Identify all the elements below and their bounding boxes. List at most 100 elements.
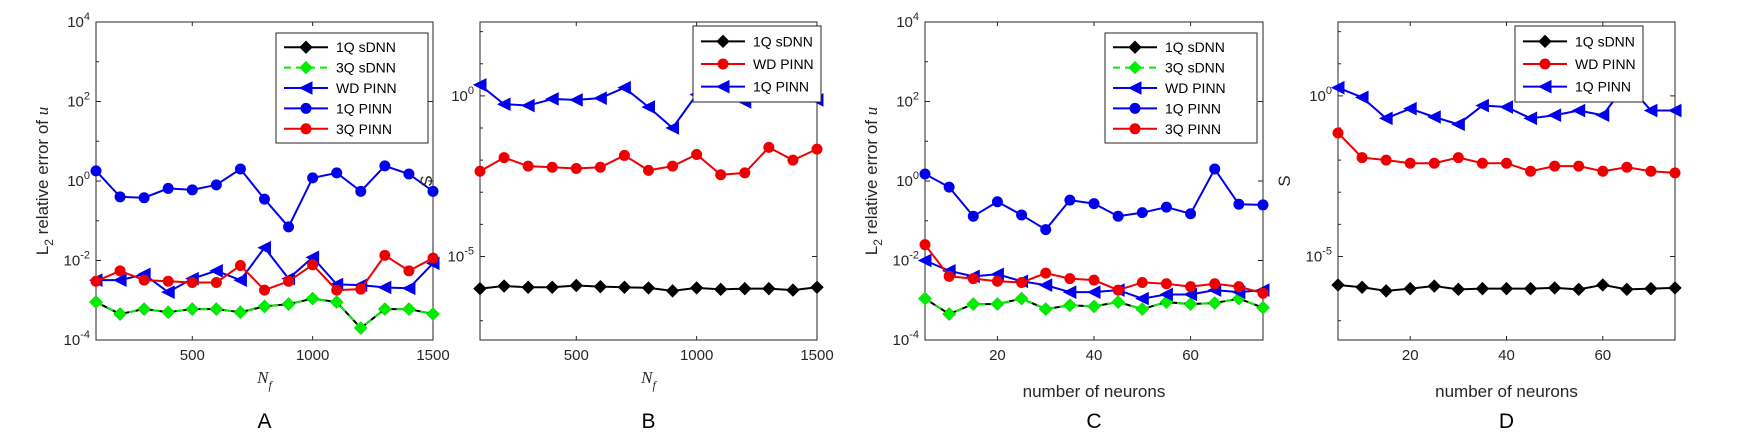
series-1q-pinn (919, 163, 1269, 236)
data-point (641, 281, 656, 295)
y-tick-label: 100 (896, 170, 919, 190)
series-1q-pinn (90, 160, 439, 233)
data-point (1573, 160, 1585, 172)
legend-swatch-marker (1537, 79, 1552, 94)
data-point (210, 179, 222, 191)
data-point (1621, 161, 1633, 173)
data-point (1571, 103, 1586, 118)
data-point (283, 275, 295, 287)
data-point (1185, 281, 1197, 293)
data-point (919, 168, 931, 180)
data-point (1525, 165, 1537, 177)
data-point (665, 284, 680, 298)
legend-swatch-marker (715, 79, 730, 94)
legend-swatch-marker (1128, 40, 1142, 54)
data-point (593, 91, 607, 105)
legend-swatch-marker (1129, 123, 1141, 135)
data-point (283, 221, 295, 233)
x-tick-label: 500 (564, 347, 589, 364)
y-tick-label: 102 (896, 91, 919, 111)
data-point (259, 193, 270, 205)
data-point (1088, 274, 1100, 286)
data-point (354, 321, 368, 335)
data-point (1040, 224, 1052, 236)
data-point (1645, 165, 1657, 177)
data-point (739, 167, 751, 179)
data-point (787, 154, 799, 166)
series-1q-sdnn (473, 278, 824, 298)
chart-panel-b: 500 1000 1500 10-5 100 S Nf B 1Q sDNN WD PINN 1Q P… (417, 21, 834, 433)
data-point (522, 160, 534, 172)
data-point (473, 281, 487, 296)
series-3q-sdnn (918, 291, 1270, 321)
series-1q-sdnn (1331, 278, 1682, 298)
legend-entry-label: WD PINN (753, 56, 814, 72)
data-point (426, 307, 440, 321)
data-point (1427, 110, 1441, 124)
legend-entry-label: 1Q PINN (1165, 100, 1221, 116)
x-tick-label: 1500 (416, 347, 449, 364)
legend-entry-label: WD PINN (1165, 80, 1226, 96)
data-point (1523, 281, 1538, 296)
data-point (1595, 108, 1610, 123)
data-point (1523, 111, 1538, 126)
data-point (715, 169, 727, 181)
data-point (209, 264, 223, 278)
y-axis-label: S (417, 175, 436, 186)
y-tick-label: 10-4 (64, 329, 90, 349)
legend-swatch-marker (1129, 102, 1141, 114)
legend: 1Q sDNN 3Q sDNN WD PINN 1Q PINN 3Q PINN (275, 32, 429, 144)
data-point (1112, 210, 1124, 222)
data-point (355, 283, 367, 295)
data-point (474, 165, 486, 177)
x-tick-label: 1000 (296, 347, 329, 364)
data-point (991, 196, 1003, 208)
data-point (401, 281, 416, 296)
legend-entry-label: 1Q sDNN (336, 39, 396, 55)
x-tick-label: 1000 (680, 347, 713, 364)
data-point (472, 78, 487, 92)
legend-entry-label: 1Q PINN (336, 100, 392, 116)
data-point (1643, 103, 1658, 118)
data-point (967, 210, 979, 222)
data-point (497, 279, 511, 293)
data-point (496, 97, 511, 112)
x-axis-label: Nf (640, 368, 657, 392)
data-point (234, 163, 246, 175)
data-point (569, 93, 583, 107)
data-point (1135, 302, 1149, 316)
data-point (1475, 281, 1490, 296)
data-point (1016, 276, 1028, 288)
legend-swatch-marker (299, 40, 313, 54)
chart-panel-c: 20 40 60 10-4 10-2 100 102 104 L2 relative error… (862, 11, 1270, 433)
data-point (1356, 152, 1368, 164)
data-point (234, 259, 246, 271)
y-tick-label: 10-5 (1306, 245, 1332, 265)
data-point (379, 249, 391, 261)
data-point (1332, 127, 1344, 139)
data-point (307, 259, 319, 271)
legend-entry-label: 3Q sDNN (336, 60, 396, 76)
y-tick-label: 104 (67, 11, 90, 31)
data-point (1644, 281, 1658, 296)
data-point (331, 284, 343, 296)
data-point (1499, 100, 1513, 114)
data-point (521, 98, 535, 113)
data-point (786, 283, 800, 297)
data-point (990, 297, 1005, 311)
data-point (641, 100, 655, 114)
data-point (138, 192, 150, 204)
y-axis-label: S (1275, 175, 1294, 186)
data-point (498, 152, 510, 164)
legend-swatch-marker (1127, 81, 1142, 95)
data-point (89, 295, 103, 309)
data-point (1668, 281, 1682, 295)
data-point (162, 182, 174, 194)
data-point (233, 273, 247, 287)
data-point (90, 275, 102, 287)
data-point (233, 305, 248, 319)
data-point (427, 252, 439, 264)
data-point (1185, 208, 1197, 220)
data-point (1038, 278, 1053, 292)
data-point (331, 167, 343, 179)
